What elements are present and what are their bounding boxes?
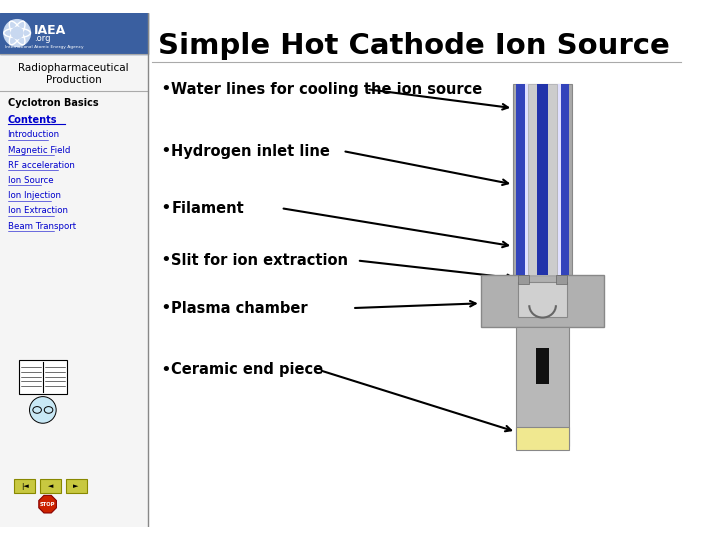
Text: Beam Transport: Beam Transport [8, 222, 76, 231]
Bar [556, 275, 567, 284]
Polygon shape [39, 495, 56, 513]
Text: •: • [160, 199, 171, 217]
Text: .org: .org [35, 34, 51, 43]
Text: Slit for ion extraction: Slit for ion extraction [171, 253, 348, 268]
Circle shape [30, 396, 56, 423]
Bar [0, 13, 148, 54]
Text: •: • [160, 299, 171, 317]
Bar [0, 13, 148, 527]
Bar [536, 348, 549, 384]
Text: International Atomic Energy Agency: International Atomic Energy Agency [5, 45, 84, 49]
Text: Ion Extraction: Ion Extraction [8, 206, 68, 215]
Bar [513, 84, 572, 275]
Text: •: • [160, 80, 171, 98]
Bar [516, 84, 524, 275]
Text: Cyclotron Basics: Cyclotron Basics [8, 98, 98, 109]
Circle shape [12, 27, 23, 39]
Circle shape [4, 19, 30, 46]
Text: Radiopharmaceutical: Radiopharmaceutical [19, 63, 129, 73]
Bar [528, 84, 557, 275]
Bar [561, 84, 570, 275]
Text: Magnetic Field: Magnetic Field [8, 146, 70, 154]
Text: Ion Source: Ion Source [8, 176, 53, 185]
Text: Production: Production [46, 75, 102, 85]
Bar [518, 282, 567, 316]
Bar [481, 275, 605, 327]
Bar [518, 275, 529, 284]
Text: Ceramic end piece: Ceramic end piece [171, 362, 323, 377]
Text: •: • [160, 252, 171, 269]
Bar [19, 360, 67, 394]
Text: ►: ► [73, 483, 79, 489]
Bar [66, 480, 86, 492]
Bar [516, 327, 570, 446]
Text: Introduction: Introduction [8, 130, 60, 139]
Bar [516, 427, 570, 450]
Bar [537, 84, 549, 275]
Bar [524, 84, 561, 275]
Text: IAEA: IAEA [35, 24, 66, 37]
Text: •: • [160, 142, 171, 160]
Text: Contents: Contents [8, 114, 57, 125]
Text: STOP: STOP [40, 502, 55, 507]
Bar [40, 480, 61, 492]
Text: RF acceleration: RF acceleration [8, 161, 74, 170]
Text: Simple Hot Cathode Ion Source: Simple Hot Cathode Ion Source [158, 32, 670, 60]
Text: Water lines for cooling the ion source: Water lines for cooling the ion source [171, 82, 482, 97]
Text: |◄: |◄ [21, 483, 29, 490]
Text: Hydrogen inlet line: Hydrogen inlet line [171, 144, 330, 159]
Text: Ion Injection: Ion Injection [8, 191, 60, 200]
Text: Filament: Filament [171, 201, 244, 215]
Text: Plasma chamber: Plasma chamber [171, 301, 308, 315]
Text: ◄: ◄ [48, 483, 53, 489]
Text: •: • [160, 361, 171, 379]
Bar [14, 480, 35, 492]
